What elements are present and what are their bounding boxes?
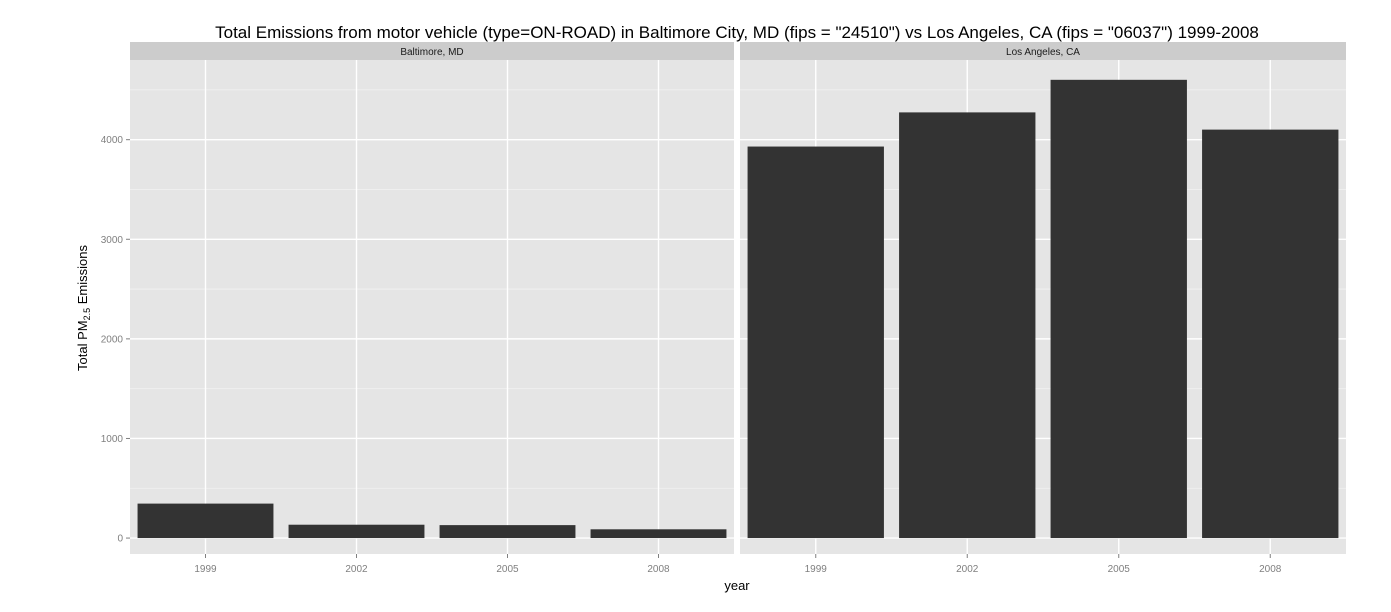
panels: Baltimore, MD 1999 2002 2005 2008 0 1000 2000 30… <box>101 42 1346 575</box>
y-tick-label-3000: 3000 <box>101 235 124 246</box>
chart-title: Total Emissions from motor vehicle (type… <box>215 23 1259 42</box>
strip-label-baltimore-md: Baltimore, MD <box>400 47 463 58</box>
bar-baltimore-md-1999 <box>137 503 274 539</box>
bar-baltimore-md-2002 <box>288 524 425 539</box>
bar-los-angeles-ca-1999 <box>747 146 884 539</box>
x-axis-label: year <box>724 578 750 593</box>
y-tick-label-4000: 4000 <box>101 135 124 146</box>
x-tick-label-los-angeles-ca-1999: 1999 <box>805 564 828 575</box>
y-axis-label-main: Total PM <box>75 320 90 371</box>
bar-baltimore-md-2008 <box>590 529 727 539</box>
strip-baltimore-md <box>130 42 734 60</box>
bar-los-angeles-ca-2005 <box>1050 79 1187 539</box>
x-tick-label-baltimore-md-2002: 2002 <box>345 564 368 575</box>
y-axis-label: Total PM2.5 Emissions <box>75 245 92 371</box>
bar-los-angeles-ca-2002 <box>899 112 1036 539</box>
y-tick-label-0: 0 <box>117 534 123 545</box>
y-tick-label-1000: 1000 <box>101 434 124 445</box>
x-tick-label-baltimore-md-2005: 2005 <box>496 564 519 575</box>
strip-los-angeles-ca <box>740 42 1346 60</box>
x-tick-label-los-angeles-ca-2002: 2002 <box>956 564 979 575</box>
y-tick-label-2000: 2000 <box>101 334 124 345</box>
y-axis-label-subscript: 2.5 <box>82 308 92 321</box>
x-tick-label-los-angeles-ca-2005: 2005 <box>1108 564 1131 575</box>
bar-los-angeles-ca-2008 <box>1202 129 1339 539</box>
x-tick-label-baltimore-md-1999: 1999 <box>194 564 217 575</box>
y-axis-label-suffix: Emissions <box>75 245 90 308</box>
x-tick-label-baltimore-md-2008: 2008 <box>647 564 670 575</box>
strip-label-los-angeles-ca: Los Angeles, CA <box>1006 47 1080 58</box>
panel-background-baltimore-md <box>130 60 734 554</box>
x-tick-label-los-angeles-ca-2008: 2008 <box>1259 564 1282 575</box>
bar-baltimore-md-2005 <box>439 525 576 539</box>
